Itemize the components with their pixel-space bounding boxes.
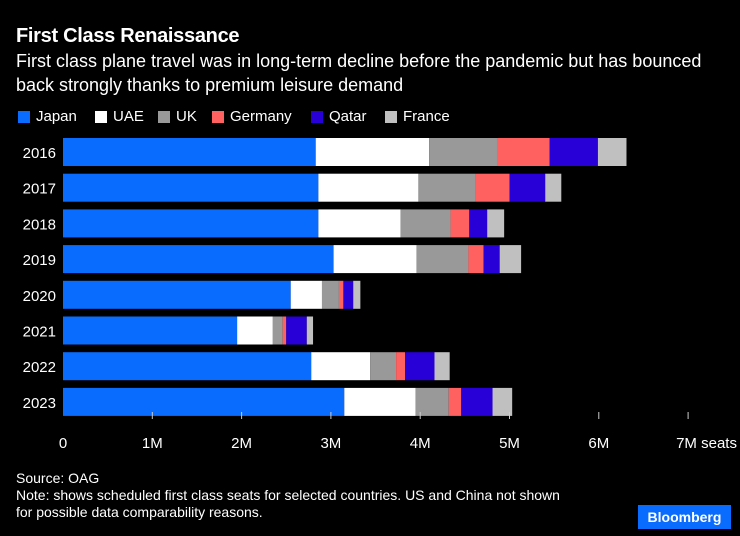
bar-segment-japan-2018 <box>63 209 319 238</box>
note-text: Note: shows scheduled first class seats … <box>16 487 560 520</box>
bar-segment-france-2016 <box>597 138 627 166</box>
y-tick-label: 2020 <box>23 288 56 305</box>
x-tick-label: 1M <box>142 435 163 452</box>
bar-segment-uk-2023 <box>415 387 449 416</box>
bar-segment-uae-2023 <box>344 387 416 416</box>
bar-segment-germany-2020 <box>338 280 344 309</box>
x-tick-label: 5M <box>499 435 520 452</box>
legend-label: Japan <box>36 108 77 125</box>
bar-segment-japan-2021 <box>63 316 238 345</box>
bar-segment-japan-2022 <box>63 352 312 381</box>
x-tick-label: 6M <box>588 435 609 452</box>
bar-segment-germany-2018 <box>450 209 470 238</box>
legend-item-qatar: Qatar <box>311 108 367 125</box>
bar-segment-germany-2022 <box>396 352 406 381</box>
bar-segment-uk-2017 <box>418 173 476 202</box>
y-tick-label: 2021 <box>23 324 56 341</box>
footer: Source: OAG Note: shows scheduled first … <box>16 470 576 521</box>
legend-item-france: France <box>385 108 450 125</box>
legend-swatch <box>311 110 323 123</box>
bar-segment-germany-2019 <box>468 245 484 274</box>
bar-segment-uae-2020 <box>290 280 322 309</box>
bar-segment-japan-2020 <box>63 280 291 309</box>
legend-label: Qatar <box>329 108 367 125</box>
bar-segment-qatar-2023 <box>461 387 493 416</box>
legend-item-germany: Germany <box>212 108 292 125</box>
bar-segment-japan-2017 <box>63 173 319 202</box>
bar-segment-uk-2018 <box>400 209 451 238</box>
bar-segment-qatar-2021 <box>286 316 307 345</box>
bar-segment-uae-2021 <box>237 316 273 345</box>
y-tick-label: 2018 <box>23 216 56 233</box>
chart-subtitle: First class plane travel was in long-ter… <box>16 51 702 95</box>
bar-segment-germany-2016 <box>496 138 550 166</box>
bar-segment-france-2019 <box>499 245 522 274</box>
bar-segment-france-2018 <box>487 209 505 238</box>
bar-segment-france-2023 <box>492 387 513 416</box>
bar-segment-uk-2021 <box>272 316 283 345</box>
bar-segment-uk-2019 <box>416 245 469 274</box>
bloomberg-logo: Bloomberg <box>638 505 731 529</box>
y-tick-label: 2022 <box>23 359 56 376</box>
bar-segment-qatar-2020 <box>343 280 354 309</box>
chart-title: First Class Renaissance <box>16 25 240 47</box>
bar-segment-japan-2016 <box>63 138 316 166</box>
x-tick-label: 7M seats <box>676 435 737 452</box>
legend-label: UAE <box>113 108 144 125</box>
legend-item-japan: Japan <box>18 108 77 125</box>
x-tick-label: 3M <box>320 435 341 452</box>
x-tick-label: 4M <box>410 435 431 452</box>
bar-segment-qatar-2016 <box>549 138 598 166</box>
bar-segment-uk-2016 <box>429 138 497 166</box>
legend-item-uk: UK <box>158 108 197 125</box>
bar-segment-uae-2019 <box>333 245 417 274</box>
bar-segment-qatar-2019 <box>483 245 500 274</box>
source-text: Source: OAG <box>16 470 100 486</box>
legend-item-uae: UAE <box>95 108 144 125</box>
bar-segment-france-2021 <box>306 316 314 345</box>
bar-segment-qatar-2018 <box>469 209 488 238</box>
bar-segment-france-2020 <box>353 280 361 309</box>
x-tick-label: 2M <box>231 435 252 452</box>
bar-segment-japan-2019 <box>63 245 334 274</box>
bar-segment-uk-2022 <box>370 352 397 381</box>
bar-segment-qatar-2017 <box>509 173 546 202</box>
legend-swatch <box>18 110 30 123</box>
legend-label: France <box>403 108 450 125</box>
stacked-bar-chart: 2016 2017 2018 2019 2020 2021 2022 2023 0 1M 2M 3M 4… <box>23 138 737 452</box>
bar-segment-germany-2021 <box>282 316 287 345</box>
legend-swatch <box>95 110 107 123</box>
y-tick-label: 2019 <box>23 252 56 269</box>
legend-swatch <box>158 110 170 123</box>
y-tick-label: 2017 <box>23 181 56 198</box>
y-tick-label: 2023 <box>23 395 56 412</box>
bar-segment-uk-2020 <box>321 280 339 309</box>
y-tick-label: 2016 <box>23 145 56 162</box>
bar-segment-uae-2022 <box>311 352 371 381</box>
bar-segment-uae-2016 <box>315 138 430 166</box>
bar-segment-japan-2023 <box>63 387 345 416</box>
bar-segment-germany-2023 <box>448 387 462 416</box>
bar-segment-france-2017 <box>545 173 562 202</box>
bar-segment-germany-2017 <box>475 173 510 202</box>
bar-segment-france-2022 <box>434 352 450 381</box>
bar-segment-uae-2017 <box>318 173 419 202</box>
legend-label: Germany <box>230 108 292 125</box>
bar-segment-qatar-2022 <box>405 352 435 381</box>
legend-label: UK <box>176 108 197 125</box>
legend-swatch <box>212 110 224 123</box>
bar-segment-uae-2018 <box>318 209 401 238</box>
legend-swatch <box>385 110 397 123</box>
x-tick-label: 0 <box>59 435 67 452</box>
